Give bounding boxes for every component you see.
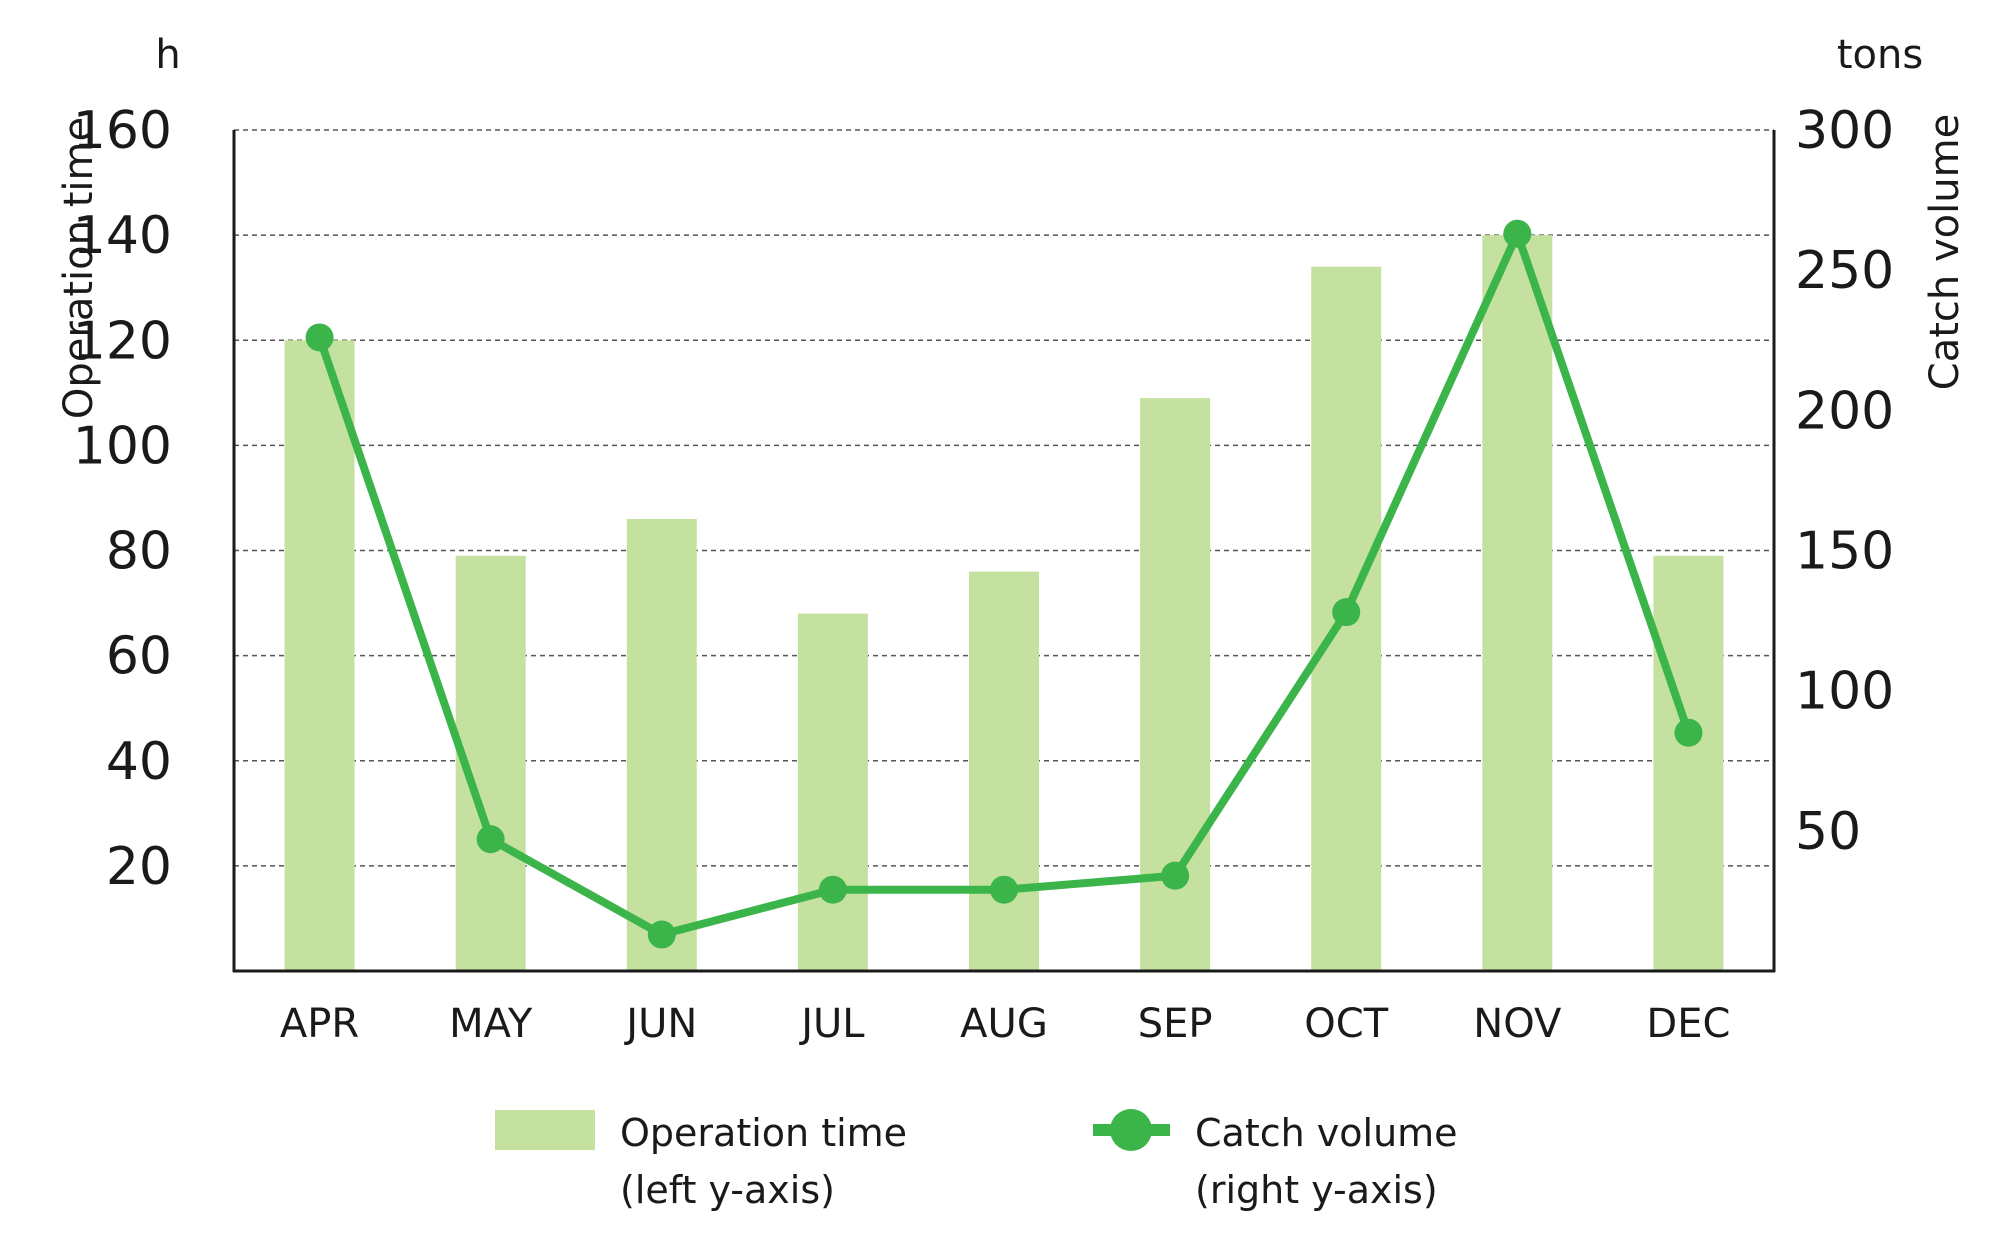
left-tick-label: 100 (73, 416, 172, 476)
bars (284, 235, 1724, 972)
left-axis-title: Operation time (56, 117, 102, 419)
right-tick-label: 50 (1795, 802, 1861, 862)
legend-bar-swatch (495, 1110, 595, 1150)
right-tick-label: 100 (1795, 662, 1894, 722)
category-label-dec: DEC (1646, 1001, 1730, 1047)
legend-bar-label-line2: (left y-axis) (620, 1168, 835, 1212)
left-axis-unit: h (155, 32, 180, 78)
right-tick-label: 250 (1795, 241, 1894, 301)
left-tick-label: 40 (106, 732, 172, 792)
bar-jun (626, 518, 697, 971)
category-label-jul: JUL (798, 1001, 865, 1047)
right-axis-title: Catch volume (1922, 114, 1968, 390)
right-tick-label: 200 (1795, 381, 1894, 441)
bar-aug (969, 571, 1039, 971)
axes (232, 130, 1776, 973)
bar-nov (1482, 235, 1553, 971)
left-tick-label: 80 (106, 522, 172, 582)
legend: Operation time (left y-axis) Catch volum… (495, 1109, 1458, 1212)
right-tick-label: 150 (1795, 522, 1894, 582)
bar-dec (1653, 555, 1724, 971)
category-label-aug: AUG (960, 1001, 1048, 1047)
category-label-may: MAY (449, 1001, 533, 1047)
left-tick-label: 20 (106, 837, 172, 897)
catch-volume-point-aug (990, 875, 1018, 904)
category-labels: APR MAY JUN JUL AUG SEP OCT NOV DEC (280, 1001, 1731, 1047)
catch-volume-point-nov (1503, 219, 1532, 248)
left-tick-label: 160 (73, 101, 172, 161)
left-tick-label: 120 (73, 311, 172, 371)
category-label-apr: APR (280, 1001, 359, 1047)
bar-jul (797, 613, 868, 971)
category-label-sep: SEP (1138, 1001, 1213, 1047)
left-tick-label: 140 (73, 206, 172, 266)
catch-volume-point-may (476, 825, 505, 854)
bar-apr (284, 340, 355, 971)
legend-line-marker (1110, 1109, 1152, 1151)
category-label-jun: JUN (623, 1001, 697, 1047)
category-label-nov: NOV (1473, 1001, 1562, 1047)
left-tick-label: 60 (106, 627, 172, 687)
right-tick-label: 300 (1795, 101, 1894, 161)
catch-volume-point-jul (818, 875, 847, 904)
catch-volume-point-sep (1161, 861, 1190, 890)
legend-line-label-line1: Catch volume (1195, 1111, 1458, 1155)
catch-volume-point-dec (1674, 718, 1703, 747)
legend-bar-label-line1: Operation time (620, 1111, 907, 1155)
catch-volume-point-jun (647, 920, 676, 949)
legend-line-label-line2: (right y-axis) (1195, 1168, 1438, 1212)
catch-volume-point-apr (305, 323, 334, 352)
tick-labels: 20 40 60 80 100 120 140 160 50 100 150 200 250 300 (73, 101, 1895, 897)
catch-volume-point-oct (1332, 598, 1361, 627)
right-axis-unit: tons (1837, 32, 1923, 78)
catch-volume-line (305, 219, 1703, 949)
category-label-oct: OCT (1304, 1001, 1388, 1047)
